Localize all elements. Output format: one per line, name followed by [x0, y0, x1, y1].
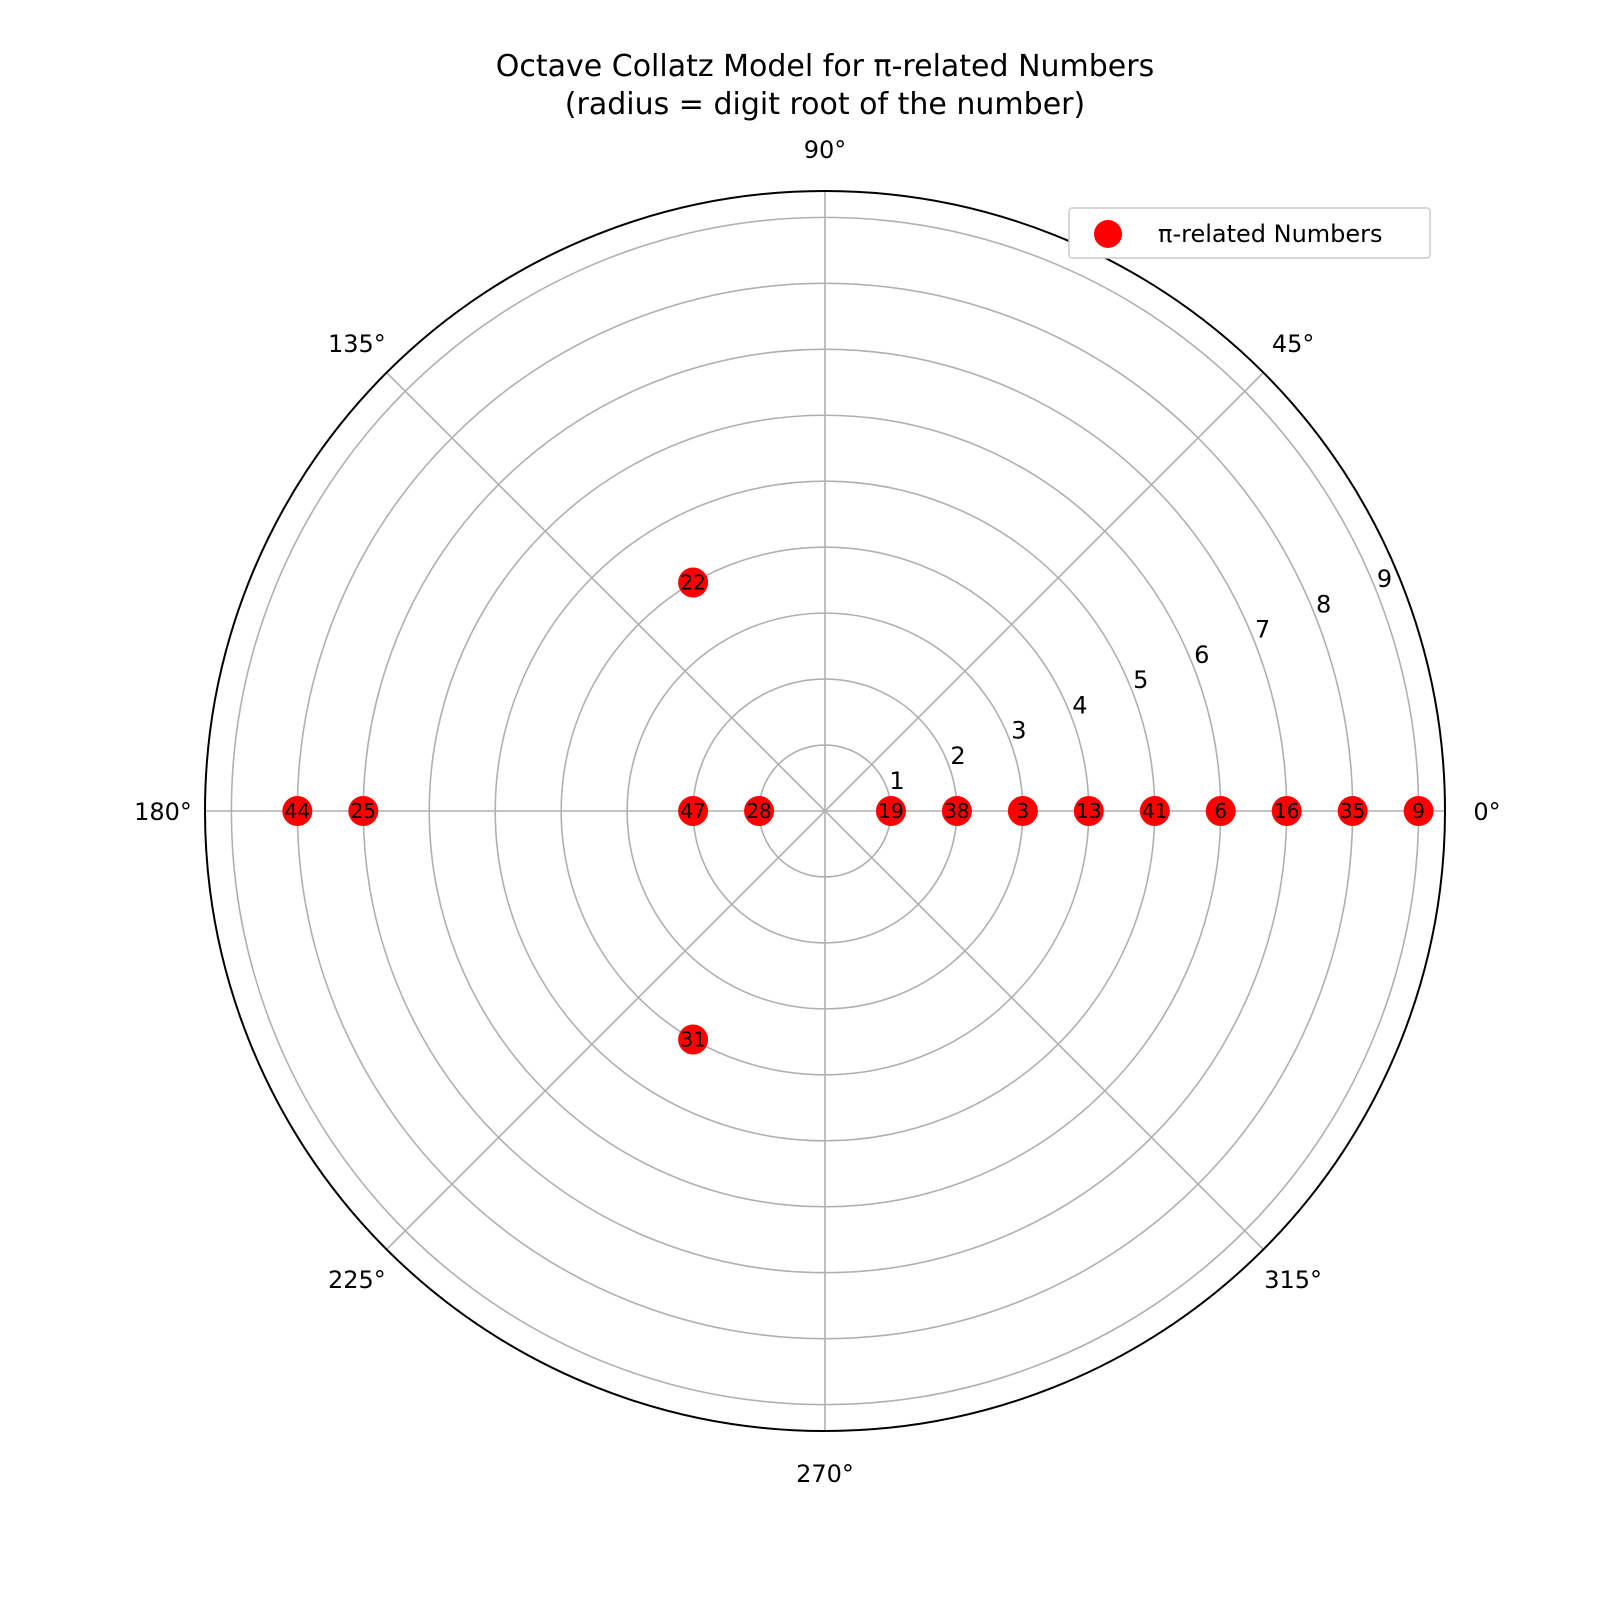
theta-tick-label: 0°: [1473, 798, 1500, 826]
data-point: [744, 796, 775, 826]
data-point: [678, 567, 709, 598]
data-point-label: 22: [680, 571, 705, 595]
theta-tick-label: 45°: [1272, 330, 1315, 358]
theta-grid-line: [824, 372, 1264, 812]
data-point: [282, 796, 313, 826]
data-point: [1271, 796, 1302, 826]
r-tick-label: 3: [1011, 717, 1026, 745]
data-point: [1403, 796, 1434, 826]
data-point: [678, 796, 709, 826]
theta-tick-label: 90°: [804, 136, 847, 164]
data-point: [1139, 796, 1170, 826]
r-tick-label: 9: [1377, 565, 1392, 593]
data-point-label: 35: [1340, 799, 1365, 823]
r-tick-label: 8: [1316, 590, 1331, 618]
theta-tick-label: 315°: [1264, 1266, 1322, 1294]
data-point-label: 31: [680, 1027, 705, 1051]
data-point: [1073, 796, 1104, 826]
data-point: [1205, 796, 1236, 826]
data-point-label: 16: [1274, 799, 1299, 823]
grid: [204, 190, 1446, 1432]
theta-tick-label: 270°: [796, 1460, 854, 1488]
legend-label: π-related Numbers: [1158, 220, 1383, 248]
legend-marker: [1094, 220, 1122, 248]
data-point-label: 19: [878, 799, 903, 823]
chart-title-line-1: Octave Collatz Model for π-related Numbe…: [496, 49, 1154, 84]
data-point-label: 28: [746, 799, 771, 823]
data-point: [1337, 796, 1368, 826]
r-tick-label: 7: [1255, 616, 1270, 644]
theta-grid-line: [386, 810, 826, 1250]
theta-tick-label: 225°: [328, 1266, 386, 1294]
data-point: [941, 796, 972, 826]
data-point: [348, 796, 379, 826]
r-tick-label: 6: [1194, 641, 1209, 669]
ticks: 0° 45° 90° 135° 180° 225° 270° 315° 1 2 3 4 5 6 7 8 9: [134, 136, 1501, 1488]
theta-grid-line: [386, 372, 826, 812]
data-point: [678, 1024, 709, 1055]
r-tick-label: 1: [889, 767, 904, 795]
r-tick-label: 2: [950, 742, 965, 770]
data-point-label: 25: [351, 799, 376, 823]
data-point-label: 3: [1017, 799, 1030, 823]
data-point-label: 13: [1076, 799, 1101, 823]
data-point: [1007, 796, 1038, 826]
chart-title-line-2: (radius = digit root of the number): [565, 87, 1085, 122]
theta-grid-line: [824, 810, 1264, 1250]
data-point-label: 38: [944, 799, 969, 823]
legend: π-related Numbers: [1068, 207, 1431, 259]
data-point-label: 6: [1214, 799, 1227, 823]
r-tick-label: 5: [1133, 666, 1148, 694]
polar-frame: [204, 190, 1446, 1432]
r-tick-label: 4: [1072, 691, 1087, 719]
legend-frame: [1068, 207, 1431, 259]
data-point-label: 41: [1142, 799, 1167, 823]
data-point: [875, 796, 906, 826]
theta-tick-label: 180°: [134, 798, 192, 826]
data-point-label: 47: [680, 799, 705, 823]
theta-tick-label: 135°: [328, 330, 386, 358]
data-point-label: 9: [1412, 799, 1425, 823]
data-point-label: 44: [285, 799, 310, 823]
